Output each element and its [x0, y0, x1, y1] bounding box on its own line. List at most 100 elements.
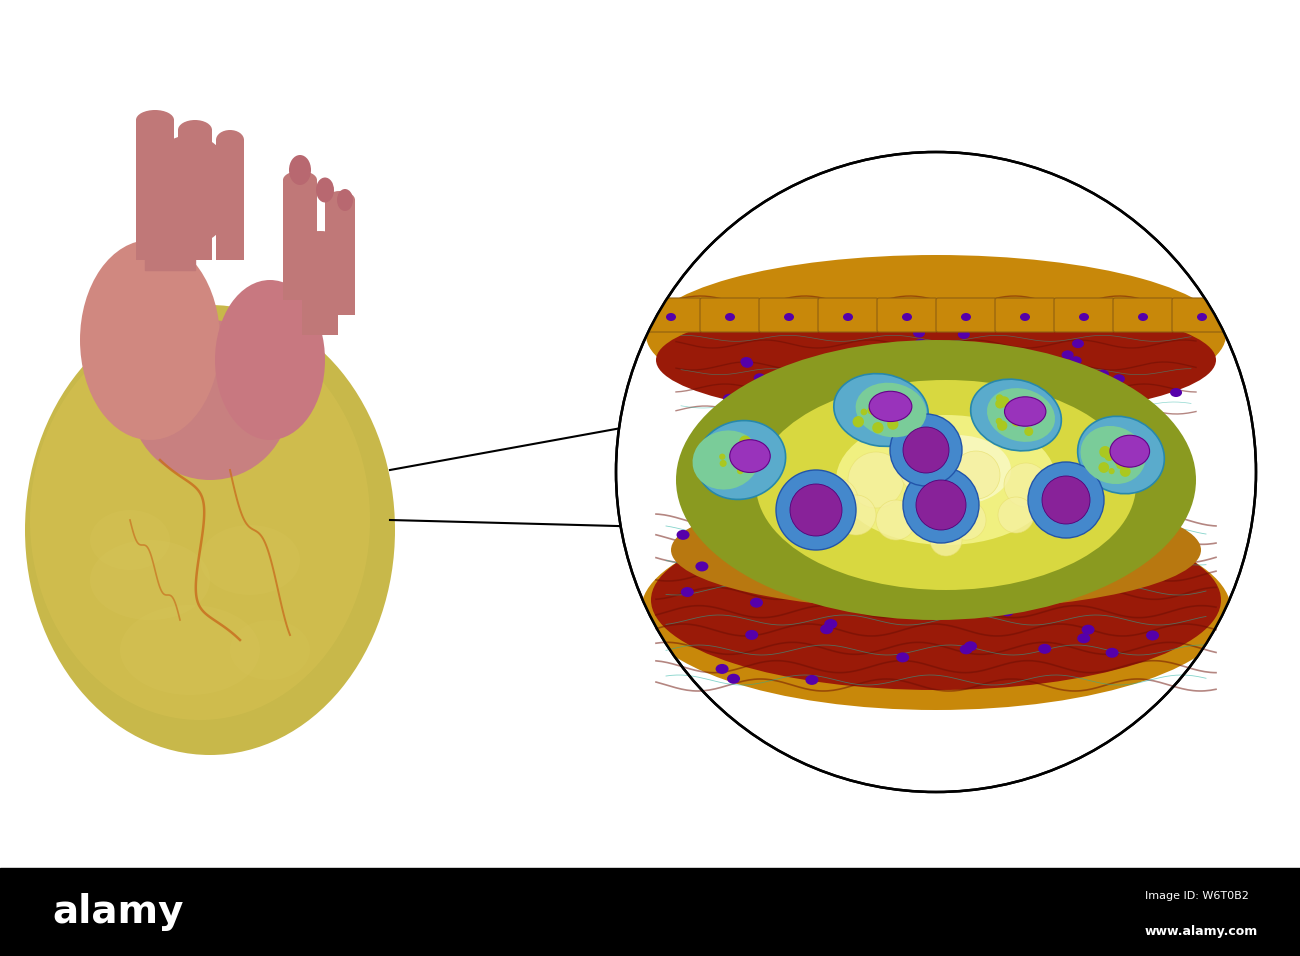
- Circle shape: [798, 487, 835, 523]
- Circle shape: [790, 484, 842, 536]
- FancyBboxPatch shape: [759, 298, 819, 332]
- Circle shape: [872, 422, 884, 433]
- Ellipse shape: [914, 338, 927, 348]
- FancyBboxPatch shape: [1054, 298, 1114, 332]
- Ellipse shape: [1097, 370, 1109, 379]
- Ellipse shape: [1105, 648, 1118, 658]
- Circle shape: [1105, 451, 1114, 461]
- Circle shape: [1030, 401, 1037, 408]
- Ellipse shape: [302, 231, 338, 249]
- Ellipse shape: [1048, 591, 1061, 601]
- Circle shape: [1134, 449, 1141, 457]
- Ellipse shape: [1082, 624, 1095, 635]
- Ellipse shape: [1080, 426, 1145, 484]
- Bar: [302, 240, 338, 335]
- Ellipse shape: [901, 435, 1011, 505]
- Ellipse shape: [725, 313, 734, 321]
- Ellipse shape: [959, 644, 972, 654]
- Circle shape: [741, 455, 747, 463]
- Ellipse shape: [697, 421, 785, 499]
- Circle shape: [998, 397, 1010, 407]
- Circle shape: [897, 397, 903, 403]
- Ellipse shape: [779, 582, 792, 593]
- Ellipse shape: [1063, 380, 1075, 389]
- Ellipse shape: [676, 340, 1196, 620]
- Circle shape: [1020, 407, 1027, 414]
- Ellipse shape: [1001, 606, 1014, 617]
- Ellipse shape: [90, 510, 170, 570]
- Circle shape: [737, 450, 744, 457]
- Ellipse shape: [1062, 350, 1074, 359]
- Ellipse shape: [841, 352, 853, 360]
- Circle shape: [740, 436, 751, 447]
- Ellipse shape: [741, 358, 753, 368]
- Ellipse shape: [696, 561, 708, 572]
- Ellipse shape: [1138, 313, 1148, 321]
- Ellipse shape: [651, 510, 1221, 690]
- Ellipse shape: [136, 110, 174, 130]
- Circle shape: [878, 400, 889, 411]
- Ellipse shape: [1020, 313, 1030, 321]
- Circle shape: [889, 398, 901, 409]
- Circle shape: [996, 394, 1004, 402]
- Ellipse shape: [971, 380, 1061, 451]
- Ellipse shape: [757, 380, 1136, 590]
- Circle shape: [930, 524, 962, 556]
- Ellipse shape: [1026, 538, 1039, 548]
- Circle shape: [848, 452, 903, 508]
- Circle shape: [1114, 455, 1126, 467]
- Circle shape: [1048, 477, 1084, 513]
- Circle shape: [734, 454, 746, 466]
- Ellipse shape: [1036, 567, 1049, 576]
- Circle shape: [996, 418, 1002, 424]
- FancyBboxPatch shape: [936, 298, 996, 332]
- Ellipse shape: [656, 300, 1216, 420]
- Ellipse shape: [806, 675, 819, 684]
- Circle shape: [1132, 455, 1141, 463]
- Bar: [178, 130, 212, 260]
- Circle shape: [868, 406, 878, 415]
- Bar: [283, 180, 317, 300]
- Ellipse shape: [901, 577, 914, 588]
- Ellipse shape: [901, 341, 913, 351]
- FancyBboxPatch shape: [994, 298, 1056, 332]
- Ellipse shape: [316, 178, 334, 203]
- Circle shape: [1028, 462, 1104, 538]
- Ellipse shape: [842, 313, 853, 321]
- Ellipse shape: [857, 530, 870, 539]
- Ellipse shape: [1096, 543, 1109, 553]
- Ellipse shape: [641, 510, 1231, 710]
- Ellipse shape: [771, 516, 784, 526]
- Ellipse shape: [1017, 582, 1030, 592]
- Ellipse shape: [729, 440, 770, 472]
- FancyBboxPatch shape: [818, 298, 878, 332]
- Ellipse shape: [1070, 357, 1082, 365]
- Circle shape: [1011, 403, 1022, 414]
- Circle shape: [1110, 447, 1121, 457]
- Ellipse shape: [90, 540, 211, 620]
- Circle shape: [737, 467, 744, 474]
- Ellipse shape: [325, 191, 355, 209]
- Ellipse shape: [1054, 393, 1067, 402]
- Bar: [0, 868, 1300, 956]
- Circle shape: [903, 427, 949, 473]
- Circle shape: [952, 451, 1000, 499]
- FancyBboxPatch shape: [699, 298, 760, 332]
- Ellipse shape: [961, 313, 971, 321]
- Ellipse shape: [25, 305, 395, 755]
- Circle shape: [1024, 427, 1034, 436]
- Circle shape: [616, 152, 1256, 792]
- Ellipse shape: [178, 120, 212, 140]
- Ellipse shape: [1170, 388, 1182, 397]
- Ellipse shape: [902, 313, 913, 321]
- Circle shape: [836, 495, 876, 535]
- Ellipse shape: [120, 605, 260, 695]
- Circle shape: [1098, 462, 1109, 473]
- Circle shape: [916, 480, 966, 530]
- Circle shape: [1109, 468, 1114, 474]
- Circle shape: [861, 408, 867, 415]
- Ellipse shape: [727, 674, 740, 684]
- Circle shape: [1136, 447, 1144, 455]
- Ellipse shape: [715, 663, 728, 674]
- Circle shape: [888, 417, 896, 423]
